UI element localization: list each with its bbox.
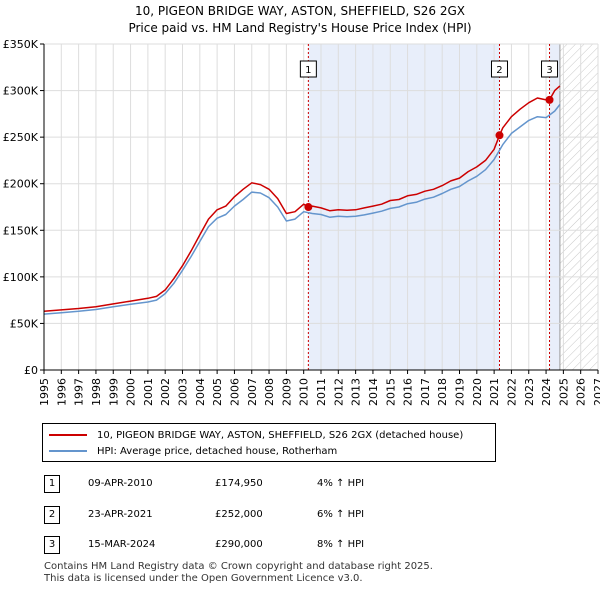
sale-label-box [299,60,317,78]
sale-point [304,203,313,212]
y-tick-label: £50K [10,317,39,330]
x-tick-label: 2021 [488,378,501,406]
x-tick-label: 2010 [298,378,311,406]
x-tick-label: 2004 [194,378,207,406]
transaction-date: 23-APR-2021 [88,509,153,520]
x-tick-label: 2024 [540,378,553,406]
x-tick-label: 2016 [402,378,415,406]
y-tick-label: £100K [3,271,39,284]
x-tick-label: 1995 [38,378,51,406]
legend-label-hpi: HPI: Average price, detached house, Roth… [97,445,338,457]
transaction-number-badge: 3 [44,536,60,554]
x-tick-label: 1997 [73,378,86,406]
shaded-ranges [308,44,598,370]
legend-swatch-property [49,434,87,436]
sale-label-text: 2 [496,65,502,76]
shaded-range [549,44,560,370]
transaction-row: 3 15-MAR-2024 £290,000 8% ↑ HPI [44,536,464,554]
x-tick-label: 2005 [211,378,224,406]
x-tick-label: 2013 [350,378,363,406]
legend-label-property: 10, PIGEON BRIDGE WAY, ASTON, SHEFFIELD,… [97,429,464,441]
transaction-price: £290,000 [215,539,263,550]
x-tick-label: 2002 [159,378,172,406]
x-tick-label: 2019 [454,378,467,406]
footer-licence: This data is licensed under the Open Gov… [44,573,363,584]
x-tick-label: 2025 [557,378,570,406]
x-tick-label: 2017 [419,378,432,406]
y-tick-label: £0 [24,364,38,377]
y-tick-label: £350K [3,38,39,51]
x-tick-label: 2008 [263,378,276,406]
grid-lines [43,43,599,371]
legend-item-hpi: HPI: Average price, detached house, Roth… [49,444,337,458]
transaction-price: £252,000 [215,509,263,520]
x-tick-label: 2023 [523,378,536,406]
x-tick-label: 1998 [90,378,103,406]
sale-points [304,95,554,212]
transaction-hpi-delta: 8% ↑ HPI [317,539,365,550]
sale-label-box [541,60,559,78]
x-tick-label: 2006 [228,378,241,406]
sale-label-text: 3 [546,65,552,76]
x-tick-label: 2007 [246,378,259,406]
transaction-hpi-delta: 6% ↑ HPI [317,509,365,520]
y-tick-label: £150K [3,224,39,237]
series-line-property [43,85,561,313]
x-tick-label: 2000 [125,378,138,406]
transaction-row: 1 09-APR-2010 £174,950 4% ↑ HPI [44,475,464,493]
y-tick-label: £300K [3,85,39,98]
y-tick-label: £250K [3,131,39,144]
x-tick-label: 2009 [280,378,293,406]
x-tick-label: 2022 [505,378,518,406]
series-line-hpi [43,104,561,315]
x-tick-label: 1996 [55,378,68,406]
x-tick-label: 2020 [471,378,484,406]
chart-title-line-2: Price paid vs. HM Land Registry's House … [128,21,472,35]
x-tick-label: 1999 [107,378,120,406]
x-tick-label: 2026 [575,378,588,406]
x-tick-label: 2015 [384,378,397,406]
sale-point [495,131,504,140]
sale-labels: 1 2 3 [299,60,559,78]
sale-point [545,95,554,104]
x-tick-label: 2011 [315,378,328,406]
legend-item-property: 10, PIGEON BRIDGE WAY, ASTON, SHEFFIELD,… [49,428,463,442]
transaction-date: 15-MAR-2024 [88,539,156,550]
footer-copyright: Contains HM Land Registry data © Crown c… [44,561,433,572]
x-tick-label: 2001 [142,378,155,406]
x-tick-label: 2003 [177,378,190,406]
axes: £0 £50K £100K £150K £200K £250K £300K £350K 1995… [3,38,600,406]
transaction-date: 09-APR-2010 [88,478,153,489]
x-tick-label: 2018 [436,378,449,406]
shaded-range [308,44,500,370]
x-tick-label: 2012 [332,378,345,406]
chart-title-line-1: 10, PIGEON BRIDGE WAY, ASTON, SHEFFIELD,… [134,4,466,18]
series-lines [43,85,561,315]
y-tick-label: £200K [3,178,39,191]
transaction-hpi-delta: 4% ↑ HPI [317,478,365,489]
transaction-row: 2 23-APR-2021 £252,000 6% ↑ HPI [44,506,464,524]
legend-swatch-hpi [49,450,87,452]
transaction-number-badge: 1 [44,475,60,493]
legend: 10, PIGEON BRIDGE WAY, ASTON, SHEFFIELD,… [42,423,496,462]
sale-label-text: 1 [305,65,311,76]
sale-label-box [490,60,508,78]
transaction-price: £174,950 [215,478,263,489]
price-chart: 1 2 3 £0 £50K £100K £150K £200K £250K £300K £350K… [3,38,600,406]
x-tick-label: 2014 [367,378,380,406]
transaction-number-badge: 2 [44,506,60,524]
x-tick-label: 2027 [592,378,600,406]
future-hatch-area [559,44,598,370]
